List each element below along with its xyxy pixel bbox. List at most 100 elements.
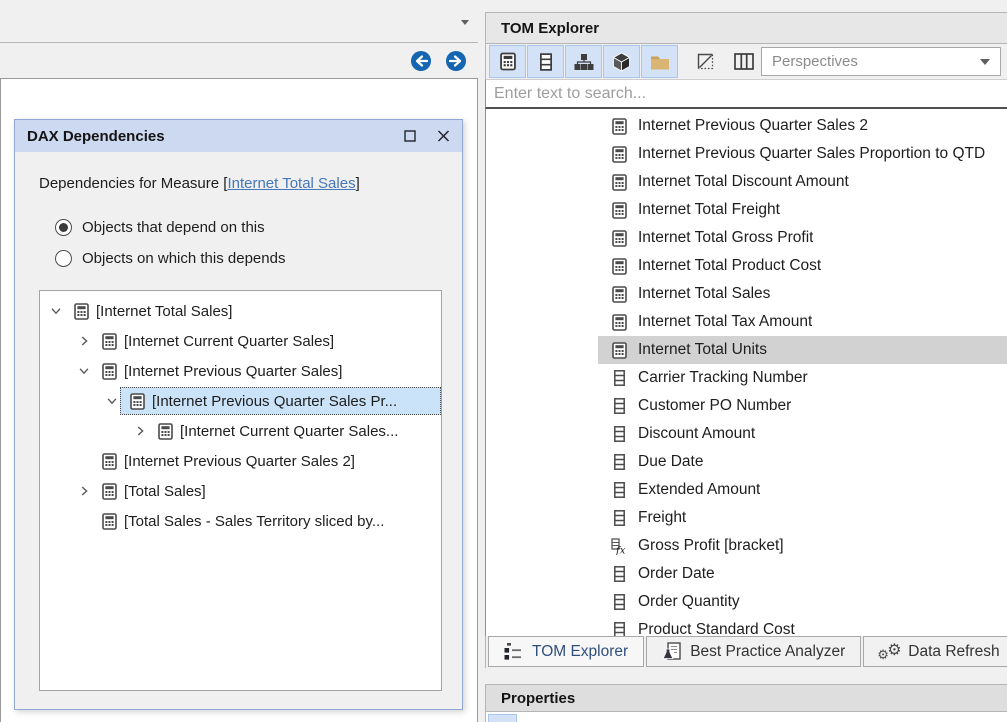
column-icon bbox=[611, 510, 628, 526]
radio-icon[interactable] bbox=[55, 249, 72, 267]
list-item[interactable]: Customer PO Number bbox=[486, 392, 1007, 420]
measure-icon bbox=[611, 145, 628, 163]
tom-toolbar: Perspectives bbox=[485, 44, 1007, 79]
list-item-label: Carrier Tracking Number bbox=[638, 369, 808, 386]
chevron-right-icon[interactable] bbox=[76, 483, 92, 499]
list-item-label: Internet Total Units bbox=[638, 341, 767, 358]
tree-row[interactable]: [Internet Previous Quarter Sales 2] bbox=[40, 446, 441, 476]
list-item[interactable]: fx Gross Profit [bracket] bbox=[486, 532, 1007, 560]
measure-icon bbox=[611, 201, 628, 219]
list-item[interactable]: Internet Total Units bbox=[486, 336, 1007, 364]
folder-filter-icon[interactable] bbox=[641, 45, 678, 78]
tab-best-practice-analyzer[interactable]: Best Practice Analyzer bbox=[646, 636, 862, 667]
radio-icon[interactable] bbox=[55, 218, 72, 236]
list-item[interactable]: Due Date bbox=[486, 448, 1007, 476]
list-item[interactable]: Internet Total Sales bbox=[486, 280, 1007, 308]
list-item[interactable]: Internet Total Discount Amount bbox=[486, 168, 1007, 196]
list-item[interactable]: Order Quantity bbox=[486, 588, 1007, 616]
list-item[interactable]: Internet Total Product Cost bbox=[486, 252, 1007, 280]
radio-this-depends-on[interactable]: Objects on which this depends bbox=[55, 248, 285, 268]
measure-icon bbox=[611, 341, 628, 359]
dialog-titlebar[interactable]: DAX Dependencies bbox=[15, 120, 462, 152]
list-item-label: Internet Previous Quarter Sales 2 bbox=[638, 117, 869, 134]
tree-row[interactable]: [Internet Current Quarter Sales] bbox=[40, 326, 441, 356]
measure-icon bbox=[611, 257, 628, 275]
intro-suffix: ] bbox=[355, 175, 360, 192]
back-button[interactable] bbox=[411, 51, 431, 71]
list-item-label: Internet Total Product Cost bbox=[638, 257, 822, 274]
measure-icon bbox=[611, 117, 628, 135]
tree-item-label: [Internet Total Sales] bbox=[96, 302, 233, 320]
column-icon bbox=[611, 622, 628, 636]
properties-title: Properties bbox=[501, 689, 576, 707]
list-item-label: Freight bbox=[638, 509, 687, 526]
list-item-label: Discount Amount bbox=[638, 425, 756, 442]
tree-row[interactable]: [Internet Current Quarter Sales... bbox=[40, 416, 441, 446]
list-item[interactable]: Order Date bbox=[486, 560, 1007, 588]
measure-icon bbox=[102, 482, 118, 500]
expander-spacer bbox=[76, 453, 92, 469]
perspective-cube-icon[interactable] bbox=[603, 45, 640, 78]
tab-label: Best Practice Analyzer bbox=[690, 642, 846, 660]
list-item-label: Internet Previous Quarter Sales Proporti… bbox=[638, 145, 986, 162]
radio-label: Objects on which this depends bbox=[82, 249, 286, 267]
radio-depend-on-this[interactable]: Objects that depend on this bbox=[55, 217, 265, 237]
tree-row[interactable]: [Internet Total Sales] bbox=[40, 296, 441, 326]
tom-explorer-header: TOM Explorer bbox=[485, 12, 1007, 44]
close-button[interactable] bbox=[437, 130, 450, 142]
measure-filter-icon[interactable] bbox=[489, 45, 526, 78]
list-item[interactable]: Internet Total Freight bbox=[486, 196, 1007, 224]
forward-button[interactable] bbox=[446, 51, 466, 71]
tree-row[interactable]: [Internet Previous Quarter Sales Pr... bbox=[40, 386, 441, 416]
tab-tom-explorer[interactable]: TOM Explorer bbox=[488, 636, 645, 667]
measure-icon bbox=[611, 313, 628, 331]
dialog-title: DAX Dependencies bbox=[27, 127, 165, 145]
column-icon bbox=[611, 454, 628, 470]
tree-row[interactable]: [Internet Previous Quarter Sales] bbox=[40, 356, 441, 386]
partition-filter-icon[interactable] bbox=[687, 45, 724, 78]
list-item[interactable]: Internet Previous Quarter Sales Proporti… bbox=[486, 140, 1007, 168]
panel-title: TOM Explorer bbox=[501, 19, 600, 37]
chevron-down-icon bbox=[980, 58, 990, 65]
maximize-button[interactable] bbox=[404, 130, 417, 142]
list-item[interactable]: Product Standard Cost bbox=[486, 616, 1007, 636]
measure-icon bbox=[130, 392, 146, 410]
measure-icon bbox=[158, 422, 174, 440]
list-item-label: Product Standard Cost bbox=[638, 621, 795, 636]
chevron-right-icon[interactable] bbox=[76, 333, 92, 349]
list-item[interactable]: Discount Amount bbox=[486, 420, 1007, 448]
chevron-down-icon[interactable] bbox=[104, 393, 120, 409]
tree-row[interactable]: [Total Sales - Sales Territory sliced by… bbox=[40, 506, 441, 536]
tab-data-refresh[interactable]: ⚙ ⚙ Data Refresh bbox=[863, 636, 1007, 667]
list-item-label: Internet Total Freight bbox=[638, 201, 780, 218]
table-columns-icon[interactable] bbox=[725, 45, 762, 78]
chevron-down-icon[interactable] bbox=[48, 303, 64, 319]
tree-row[interactable]: [Total Sales] bbox=[40, 476, 441, 506]
chevron-down-icon[interactable] bbox=[76, 363, 92, 379]
measure-icon bbox=[611, 173, 628, 191]
list-item[interactable]: Freight bbox=[486, 504, 1007, 532]
tom-explorer-pane: TOM Explorer Perspectives Internet Previ… bbox=[485, 0, 1007, 722]
perspectives-value: Perspectives bbox=[772, 53, 858, 70]
list-item[interactable]: Carrier Tracking Number bbox=[486, 364, 1007, 392]
measure-icon bbox=[102, 332, 118, 350]
tab-label: Data Refresh bbox=[908, 642, 1000, 660]
left-nav-strip bbox=[0, 44, 478, 78]
properties-toolbar-button[interactable] bbox=[488, 714, 517, 722]
list-item[interactable]: Internet Previous Quarter Sales 2 bbox=[486, 112, 1007, 140]
column-filter-icon[interactable] bbox=[527, 45, 564, 78]
chevron-right-icon[interactable] bbox=[132, 423, 148, 439]
bottom-tabbar: TOM Explorer Best Practice Analyzer ⚙ ⚙ Data… bbox=[485, 636, 1007, 668]
list-item[interactable]: Extended Amount bbox=[486, 476, 1007, 504]
tree-item-label: [Internet Current Quarter Sales... bbox=[180, 422, 399, 440]
hierarchy-filter-icon[interactable] bbox=[565, 45, 602, 78]
list-item[interactable]: Internet Total Tax Amount bbox=[486, 308, 1007, 336]
list-item[interactable]: Internet Total Gross Profit bbox=[486, 224, 1007, 252]
measure-link[interactable]: Internet Total Sales bbox=[227, 175, 356, 192]
perspectives-combobox[interactable]: Perspectives bbox=[761, 47, 1001, 76]
measure-icon bbox=[102, 512, 118, 530]
dax-dependencies-dialog: DAX Dependencies Dependencies for Measur… bbox=[14, 119, 463, 710]
chevron-down-icon[interactable] bbox=[458, 16, 472, 28]
search-input[interactable] bbox=[486, 80, 1007, 107]
list-item-label: Due Date bbox=[638, 453, 704, 470]
